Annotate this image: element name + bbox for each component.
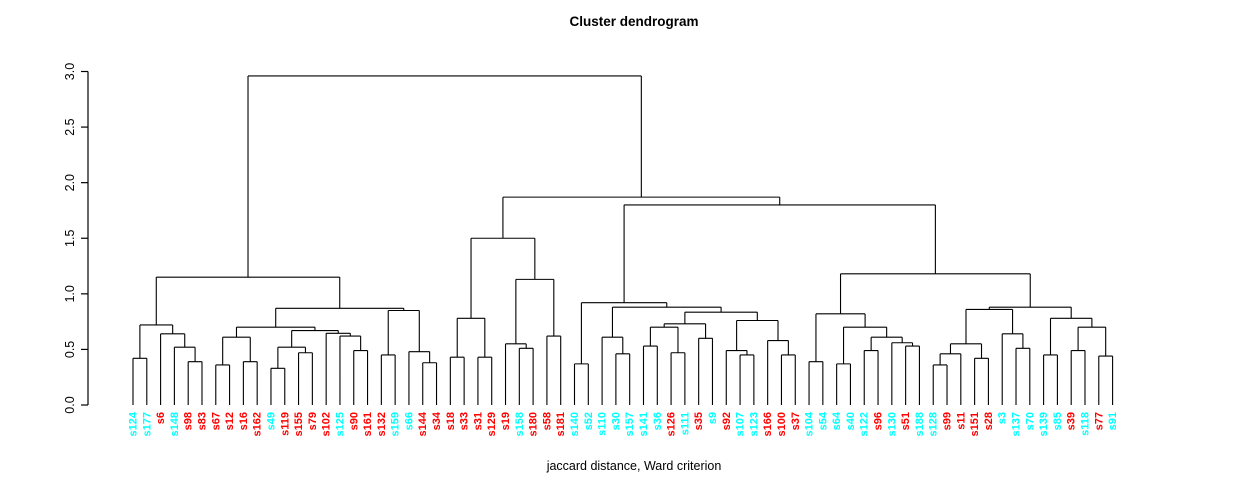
leaf-label: s119 <box>279 412 291 436</box>
y-tick-label: 2.0 <box>63 174 77 191</box>
leaf-label: s130 <box>886 412 898 436</box>
leaf-label: s85 <box>1052 412 1064 430</box>
y-tick-label: 0.5 <box>63 341 77 358</box>
leaf-label: s3 <box>997 412 1009 424</box>
leaf-label: s155 <box>293 412 305 436</box>
leaf-label: s35 <box>693 412 705 430</box>
y-tick-label: 0.0 <box>63 396 77 413</box>
leaf-label: s100 <box>776 412 788 436</box>
leaf-label: s166 <box>762 412 774 436</box>
leaf-label: s161 <box>362 412 374 436</box>
leaf-label: s162 <box>252 412 264 436</box>
y-axis: 0.0 0.5 1.0 1.5 2.0 2.5 3.0 <box>63 63 89 414</box>
y-tick-label: 1.5 <box>63 230 77 247</box>
leaf-label: s104 <box>804 411 816 436</box>
y-tick-label: 3.0 <box>63 63 77 80</box>
leaf-label: s51 <box>900 412 912 430</box>
leaf-label: s12 <box>224 412 236 430</box>
leaf-label: s111 <box>679 412 691 435</box>
leaf-label: s102 <box>321 412 333 436</box>
leaf-label: s123 <box>748 412 760 436</box>
leaf-label: s148 <box>169 412 181 436</box>
leaf-label: s122 <box>859 412 871 436</box>
x-axis-caption: jaccard distance, Ward criterion <box>546 459 722 473</box>
leaf-label: s107 <box>735 412 747 436</box>
leaf-label: s124 <box>128 411 140 436</box>
leaf-label: s19 <box>500 412 512 430</box>
leaf-label: s66 <box>403 412 415 430</box>
leaf-label: s33 <box>459 412 471 430</box>
leaf-label: s49 <box>265 412 277 430</box>
leaf-label: s54 <box>817 411 829 430</box>
leaf-label: s79 <box>307 412 319 430</box>
leaf-label: s110 <box>597 412 609 436</box>
leaf-label: s137 <box>1011 412 1023 436</box>
y-tick-label: 1.0 <box>63 285 77 302</box>
leaf-label: s83 <box>196 412 208 430</box>
leaf-label: s157 <box>624 412 636 436</box>
leaf-label: s181 <box>555 412 567 436</box>
leaf-label: s129 <box>486 412 498 436</box>
leaf-label: s132 <box>376 412 388 436</box>
y-tick-label: 2.5 <box>63 118 77 135</box>
leaf-label: s6 <box>155 412 167 424</box>
leaf-label: s40 <box>845 412 857 430</box>
leaf-label: s67 <box>210 412 222 430</box>
leaf-labels: s124 s177 s6 s148 s98 s83 s67 s12 s16 s162 s49 s119… <box>128 411 1120 436</box>
leaf-label: s180 <box>528 412 540 436</box>
leaf-label: s9 <box>707 412 719 424</box>
dendrogram-lines <box>132 75 1114 405</box>
leaf-label: s77 <box>1093 412 1105 430</box>
leaf-label: s18 <box>445 412 457 430</box>
leaf-label: s188 <box>914 412 926 436</box>
leaf-label: s58 <box>541 412 553 430</box>
leaf-label: s98 <box>183 412 195 430</box>
leaf-label: s16 <box>238 412 250 430</box>
leaf-label: s158 <box>514 412 526 436</box>
leaf-label: s39 <box>1066 412 1078 430</box>
leaf-label: s31 <box>472 412 484 430</box>
leaf-label: s36 <box>652 412 664 430</box>
leaf-label: s99 <box>942 412 954 430</box>
leaf-label: s151 <box>969 412 981 436</box>
leaf-label: s125 <box>334 412 346 436</box>
leaf-label: s91 <box>1107 412 1119 430</box>
leaf-label: s37 <box>790 412 802 430</box>
leaf-label: s90 <box>348 412 360 430</box>
leaf-label: s126 <box>666 412 678 436</box>
leaf-label: s118 <box>1079 412 1091 436</box>
leaf-label: s92 <box>721 412 733 430</box>
leaf-label: s52 <box>583 412 595 430</box>
leaf-label: s159 <box>390 412 402 436</box>
leaf-label: s30 <box>610 412 622 430</box>
chart-title: Cluster dendrogram <box>569 14 699 29</box>
leaf-label: s144 <box>417 411 429 436</box>
leaf-label: s141 <box>638 412 650 436</box>
leaf-label: s28 <box>983 412 995 430</box>
leaf-label: s64 <box>831 411 843 430</box>
leaf-label: s11 <box>955 412 967 430</box>
leaf-label: s140 <box>569 412 581 436</box>
leaf-label: s139 <box>1038 412 1050 436</box>
leaf-label: s128 <box>928 412 940 436</box>
leaf-label: s177 <box>141 412 153 436</box>
leaf-label: s34 <box>431 411 443 430</box>
leaf-label: s96 <box>873 412 885 430</box>
leaf-label: s70 <box>1024 412 1036 430</box>
